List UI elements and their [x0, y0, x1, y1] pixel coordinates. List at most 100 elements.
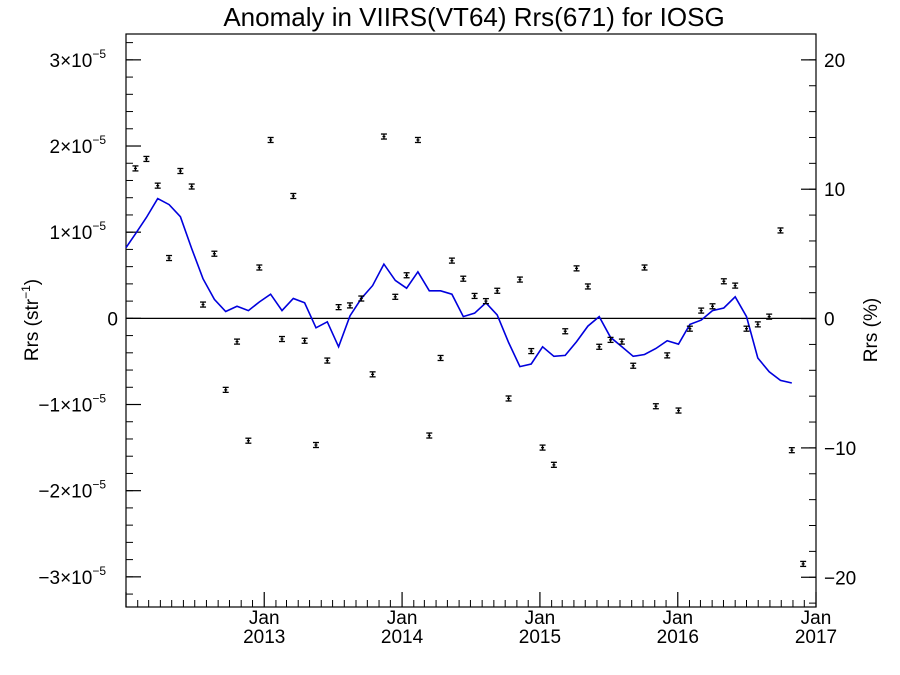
left-axis-label: Rrs (str−1): [19, 279, 43, 361]
x-tick-year: 2014: [381, 627, 424, 648]
data-point: [414, 136, 421, 144]
data-point: [448, 257, 455, 264]
x-tick-year: 2016: [657, 627, 699, 648]
data-point: [686, 325, 693, 332]
data-point: [324, 357, 331, 364]
right-tick-label: 10: [824, 180, 845, 201]
data-point: [505, 395, 512, 402]
left-axis-label-sup: −1: [19, 285, 33, 299]
data-point: [166, 254, 173, 262]
left-tick-mantissa: 3×10: [50, 51, 93, 72]
plot-frame: [125, 33, 817, 608]
data-point: [222, 386, 229, 394]
data-point: [234, 338, 241, 345]
data-point: [539, 444, 546, 451]
left-tick-mantissa: 1×10: [50, 223, 93, 244]
data-point: [766, 313, 773, 320]
data-point: [188, 183, 195, 190]
data-point: [200, 301, 207, 308]
right-tick-label: 20: [824, 51, 845, 72]
data-point: [301, 337, 308, 344]
x-tick-year: 2013: [243, 627, 285, 648]
data-point: [346, 302, 353, 309]
right-tick-label: −20: [824, 568, 856, 589]
data-point: [584, 283, 591, 290]
data-point: [788, 447, 795, 454]
data-point: [278, 335, 285, 343]
data-point: [562, 328, 569, 335]
data-point: [528, 347, 535, 355]
x-tick-year: 2015: [519, 627, 561, 648]
data-point: [652, 403, 659, 410]
data-point: [618, 338, 625, 345]
right-tick-label: 0: [824, 310, 835, 331]
mean-line: [125, 197, 792, 384]
right-axis-label: Rrs (%): [861, 298, 882, 362]
data-point: [380, 133, 387, 140]
data-point: [698, 307, 705, 314]
data-point: [754, 321, 761, 328]
x-tick-month: Jan: [662, 608, 693, 629]
chart-title: Anomaly in VIIRS(VT64) Rrs(671) for IOSG: [223, 2, 724, 32]
data-point: [607, 336, 614, 344]
data-point: [743, 325, 750, 332]
left-tick-exponent: −5: [92, 392, 106, 406]
data-point: [437, 354, 444, 362]
x-tick-month: Jan: [801, 608, 832, 629]
left-tick-exponent: −5: [92, 133, 106, 147]
data-point: [426, 432, 433, 439]
data-point: [596, 343, 603, 350]
data-point: [630, 362, 637, 369]
data-point: [664, 352, 671, 359]
left-tick-mantissa: 2×10: [50, 137, 93, 158]
x-tick-month: Jan: [249, 608, 280, 629]
data-point: [516, 276, 523, 283]
x-tick-month: Jan: [525, 608, 556, 629]
plot-area: −3×10−5−2×10−5−1×10−501×10−52×10−53×10−5…: [38, 33, 856, 648]
data-point: [256, 264, 263, 271]
data-point: [245, 437, 252, 444]
data-point: [267, 136, 274, 144]
left-tick-mantissa: −2×10: [38, 482, 92, 503]
data-point: [675, 407, 682, 414]
data-point: [358, 295, 365, 302]
left-tick-label: 3×10−5: [50, 47, 107, 72]
data-point: [177, 167, 184, 175]
data-point: [143, 155, 150, 163]
data-point: [403, 272, 410, 279]
left-tick-exponent: −5: [92, 219, 106, 233]
left-tick-label: −3×10−5: [38, 564, 106, 589]
data-point: [460, 275, 467, 282]
left-tick-exponent: −5: [92, 47, 106, 61]
left-tick-mantissa: −3×10: [38, 568, 92, 589]
data-point: [573, 265, 580, 272]
right-tick-label: −10: [824, 439, 856, 460]
left-tick-label: 2×10−5: [50, 133, 107, 158]
left-tick-label: 0: [107, 309, 118, 330]
data-point: [471, 292, 478, 300]
data-point: [709, 303, 716, 310]
left-tick-label: −1×10−5: [38, 392, 106, 417]
data-point: [211, 250, 218, 257]
data-point: [154, 182, 161, 189]
left-axis-label-main: Rrs (str: [22, 298, 43, 361]
x-tick-year: 2017: [795, 627, 837, 648]
x-tick-month: Jan: [387, 608, 418, 629]
data-point: [392, 293, 399, 300]
data-point: [369, 371, 376, 378]
data-point: [494, 287, 501, 294]
data-point: [312, 441, 319, 449]
left-tick-exponent: −5: [92, 478, 106, 492]
data-point: [720, 278, 727, 285]
data-point: [550, 461, 557, 468]
left-tick-exponent: −5: [92, 564, 106, 578]
data-point: [335, 303, 342, 311]
data-point: [732, 282, 739, 289]
left-tick-mantissa: 0: [107, 309, 118, 330]
data-point: [777, 227, 784, 234]
left-tick-mantissa: −1×10: [38, 396, 92, 417]
data-point: [800, 560, 807, 568]
left-tick-label: −2×10−5: [38, 478, 106, 503]
data-point: [132, 165, 139, 172]
